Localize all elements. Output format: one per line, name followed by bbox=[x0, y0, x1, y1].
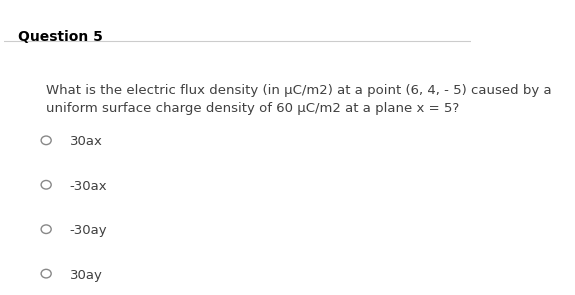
Text: -30ax: -30ax bbox=[70, 180, 107, 193]
Text: 30ay: 30ay bbox=[70, 268, 102, 281]
Text: What is the electric flux density (in μC/m2) at a point (6, 4, - 5) caused by a
: What is the electric flux density (in μC… bbox=[46, 84, 552, 115]
Text: -30ay: -30ay bbox=[70, 224, 107, 237]
Text: 30ax: 30ax bbox=[70, 135, 102, 148]
Text: Question 5: Question 5 bbox=[18, 30, 103, 44]
